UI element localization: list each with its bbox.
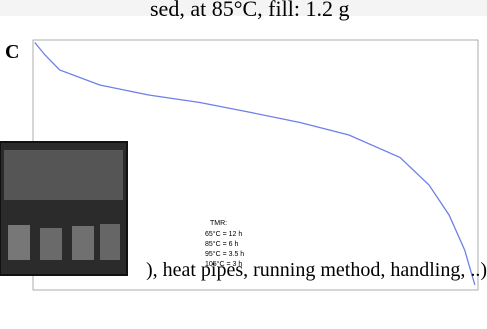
screen: sed, at 85°C, fill: 1.2 g C TMR: ), heat… — [0, 0, 487, 329]
photo-part — [100, 224, 120, 260]
photo-part — [72, 226, 94, 260]
annotation: 95°C = 3.5 h — [205, 250, 244, 258]
photo-part — [8, 225, 30, 260]
slide-title: sed, at 85°C, fill: 1.2 g — [150, 0, 349, 21]
annotation: 65°C = 12 h — [205, 230, 242, 238]
side-letter: C — [5, 41, 19, 63]
photo-part — [40, 228, 62, 260]
slide-footer: ), heat pipes, running method, handling,… — [146, 259, 487, 281]
chart: sed, at 85°C, fill: 1.2 g C TMR: ), heat… — [0, 0, 487, 329]
annotation-title: TMR: — [210, 220, 227, 227]
photo-part — [4, 150, 123, 200]
annotation: 85°C = 6 h — [205, 240, 238, 248]
annotation: 105°C = 3 h — [205, 260, 242, 268]
